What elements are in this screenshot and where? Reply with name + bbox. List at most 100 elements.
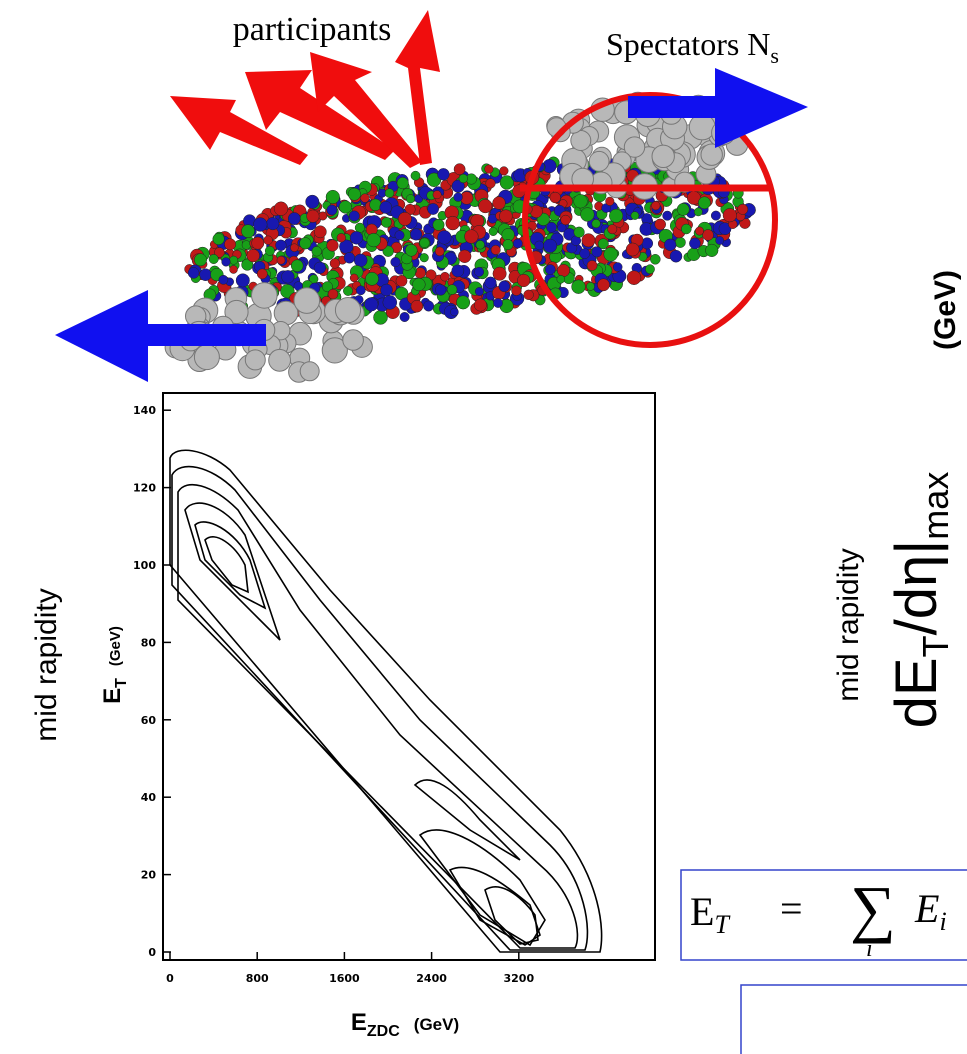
nucleon [586, 282, 595, 291]
nucleon [664, 238, 677, 251]
spectator-nucleon [250, 282, 278, 309]
nucleon [715, 236, 725, 245]
nucleon [390, 257, 401, 268]
plot-frame [162, 392, 656, 961]
nucleon [654, 218, 666, 231]
nucleon [306, 209, 320, 223]
y-tick-label: 40 [141, 791, 157, 804]
nucleon [251, 236, 265, 250]
nucleon [218, 274, 229, 285]
nucleon [612, 262, 623, 272]
nucleon [475, 240, 485, 250]
nucleon [256, 268, 268, 280]
nucleon [305, 194, 320, 209]
nucleon [321, 281, 333, 293]
nucleon [384, 188, 395, 198]
nucleon [484, 276, 497, 289]
nucleon [645, 264, 655, 275]
ticks: 0 20 40 60 80 100 120 140 0 800 1600 2400 3200 [133, 404, 534, 985]
right-symbol-main: dE [884, 657, 949, 728]
nucleon [499, 209, 513, 223]
nucleon [557, 264, 570, 277]
nucleon [437, 168, 450, 181]
spectator-nucleon [651, 144, 675, 169]
nucleon [432, 190, 442, 200]
nucleon [355, 285, 366, 296]
nucleon [651, 201, 661, 211]
nucleon [276, 255, 286, 265]
nucleon [365, 271, 379, 286]
x-tick-label: 1600 [329, 972, 360, 985]
nucleon [229, 255, 239, 265]
nucleon [695, 226, 704, 236]
spectator-nucleon [293, 287, 321, 314]
spectators-label: Spectators Ns [606, 26, 779, 68]
nucleon [597, 238, 609, 250]
nucleon [382, 295, 398, 310]
y-symbol: E [99, 688, 126, 704]
x-subscript: ZDC [367, 1023, 400, 1040]
spectator-nucleon [244, 349, 266, 371]
nucleon [676, 203, 690, 216]
nucleon [546, 221, 557, 233]
nucleon [419, 253, 429, 263]
nucleon [326, 239, 339, 252]
y-subscript: T [113, 678, 130, 688]
x-tick-label: 800 [246, 972, 269, 985]
x-tick-label: 0 [166, 972, 174, 985]
nucleon [326, 204, 338, 216]
participant-arrows [170, 10, 440, 168]
spectator-nucleon [588, 150, 610, 172]
formula: ET = ∑ i Ei [690, 873, 947, 962]
nucleon [379, 201, 393, 214]
nucleon [329, 258, 341, 269]
nucleon [212, 232, 225, 246]
nucleon [364, 297, 379, 312]
spectator-nucleon [334, 297, 362, 324]
nucleon [705, 243, 719, 257]
nucleon [737, 203, 749, 215]
nucleon [281, 270, 295, 284]
formula-sum: ∑ [850, 873, 896, 944]
nucleon [581, 233, 596, 248]
spectator-nucleon [321, 337, 348, 364]
nucleon [224, 238, 237, 251]
nucleon [499, 175, 515, 190]
nucleon [662, 210, 673, 221]
x-axis-label: EZDC (GeV) [351, 1009, 459, 1040]
spectator-circle [522, 92, 778, 348]
nucleon [338, 200, 352, 214]
nucleon [208, 254, 219, 264]
nucleon [273, 201, 289, 216]
y-axis-title: mid rapidity [30, 588, 63, 741]
nucleon [625, 242, 640, 257]
nucleon [605, 196, 615, 206]
nucleon [290, 243, 299, 252]
formula-rhs-sub: i [939, 907, 946, 936]
formula-lhs: ET [690, 889, 730, 939]
nucleon [327, 288, 339, 300]
y-tick-label: 120 [133, 482, 156, 495]
nucleon [396, 177, 409, 190]
nucleon [432, 218, 445, 231]
formula-box [680, 869, 967, 961]
nucleon [543, 238, 558, 253]
nucleon [241, 240, 252, 250]
nucleon [453, 192, 463, 202]
nucleon [287, 212, 301, 225]
right-subscript2: max [915, 472, 956, 540]
nucleon [395, 275, 408, 287]
nucleon [410, 228, 423, 241]
nucleon [434, 246, 445, 257]
nucleon [512, 238, 523, 249]
nucleon [410, 170, 421, 181]
nucleon [405, 194, 416, 204]
nucleon [343, 252, 356, 264]
nucleon [241, 258, 254, 271]
nucleon [545, 264, 556, 275]
nucleon [253, 217, 268, 232]
nucleon [353, 253, 368, 268]
right-symbol-rest: /dη| [884, 540, 949, 636]
nucleon [681, 223, 692, 235]
